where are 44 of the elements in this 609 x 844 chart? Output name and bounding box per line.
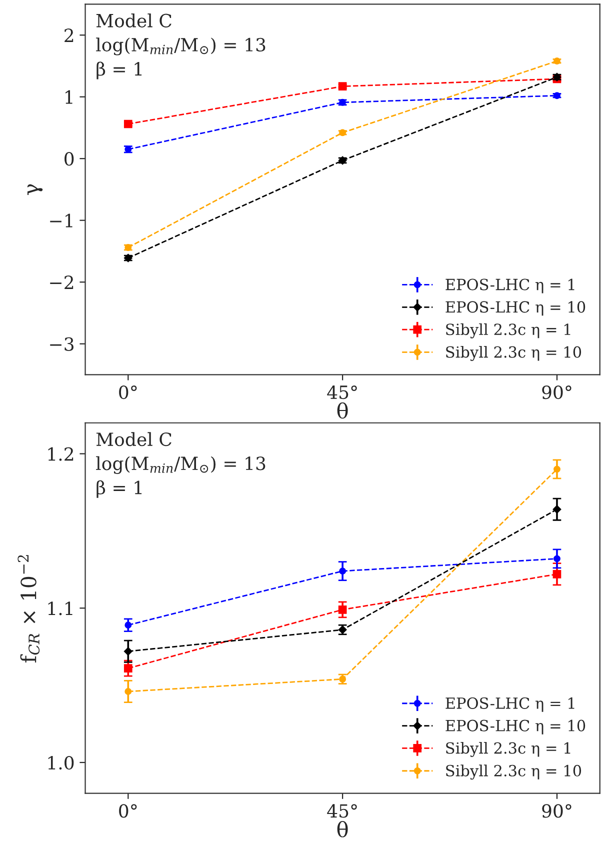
point xyxy=(338,82,347,91)
y-tick-label: 1 xyxy=(66,90,72,104)
y-tick-label: −3 xyxy=(50,337,74,351)
legend-label: Sibyll 2.3c η = 10 xyxy=(446,346,582,361)
point xyxy=(124,688,132,695)
y-tick-label: 0 xyxy=(64,152,74,166)
x-tick-label: 90° xyxy=(542,804,572,818)
y-tick-label: −2 xyxy=(50,276,74,289)
point xyxy=(552,570,562,578)
annotation: Model C xyxy=(96,432,172,446)
x-tick-label: 0° xyxy=(119,804,137,818)
legend-label: EPOS-LHC η = 1 xyxy=(446,697,574,712)
legend-label: EPOS-LHC η = 10 xyxy=(446,720,586,734)
point xyxy=(124,647,132,656)
point xyxy=(338,605,347,614)
annotation: log(M$_{min}$/M$_{⊙}$) = 13 xyxy=(96,456,266,474)
y-tick-label: 1.0 xyxy=(48,756,74,770)
point xyxy=(339,568,346,575)
point xyxy=(554,466,560,473)
point xyxy=(124,664,132,672)
x-axis-title: θ xyxy=(337,821,348,838)
annotation: β = 1 xyxy=(96,480,142,498)
y-tick-label: −1 xyxy=(50,214,72,228)
y-axis-title: γ xyxy=(27,184,43,195)
annotation: log(M$_{min}$/M$_{⊙}$) = 13 xyxy=(96,38,266,56)
legend-label: Sibyll 2.3c η = 1 xyxy=(446,742,570,757)
annotation: Model C xyxy=(96,13,172,28)
x-tick-label: 45° xyxy=(327,804,357,818)
annotation: β = 1 xyxy=(96,62,142,80)
point xyxy=(124,622,132,629)
point xyxy=(554,555,560,562)
legend-label: EPOS-LHC η = 1 xyxy=(446,278,574,294)
y-tick-label: 1.2 xyxy=(48,447,74,461)
legend-label: EPOS-LHC η = 10 xyxy=(446,301,586,316)
y-tick-label: 1.1 xyxy=(48,602,72,616)
legend-label: Sibyll 2.3c η = 10 xyxy=(446,764,582,780)
x-tick-label: 90° xyxy=(542,385,572,400)
x-tick-label: 45° xyxy=(327,385,357,400)
x-axis-title: θ xyxy=(337,402,348,419)
x-tick-label: 0° xyxy=(119,385,137,400)
point xyxy=(552,505,562,514)
y-tick-label: 2 xyxy=(64,28,74,42)
y-axis-title: f$_{CR}$ × 10$^{−2}$ xyxy=(18,555,40,662)
legend-label: Sibyll 2.3c η = 1 xyxy=(446,323,570,338)
